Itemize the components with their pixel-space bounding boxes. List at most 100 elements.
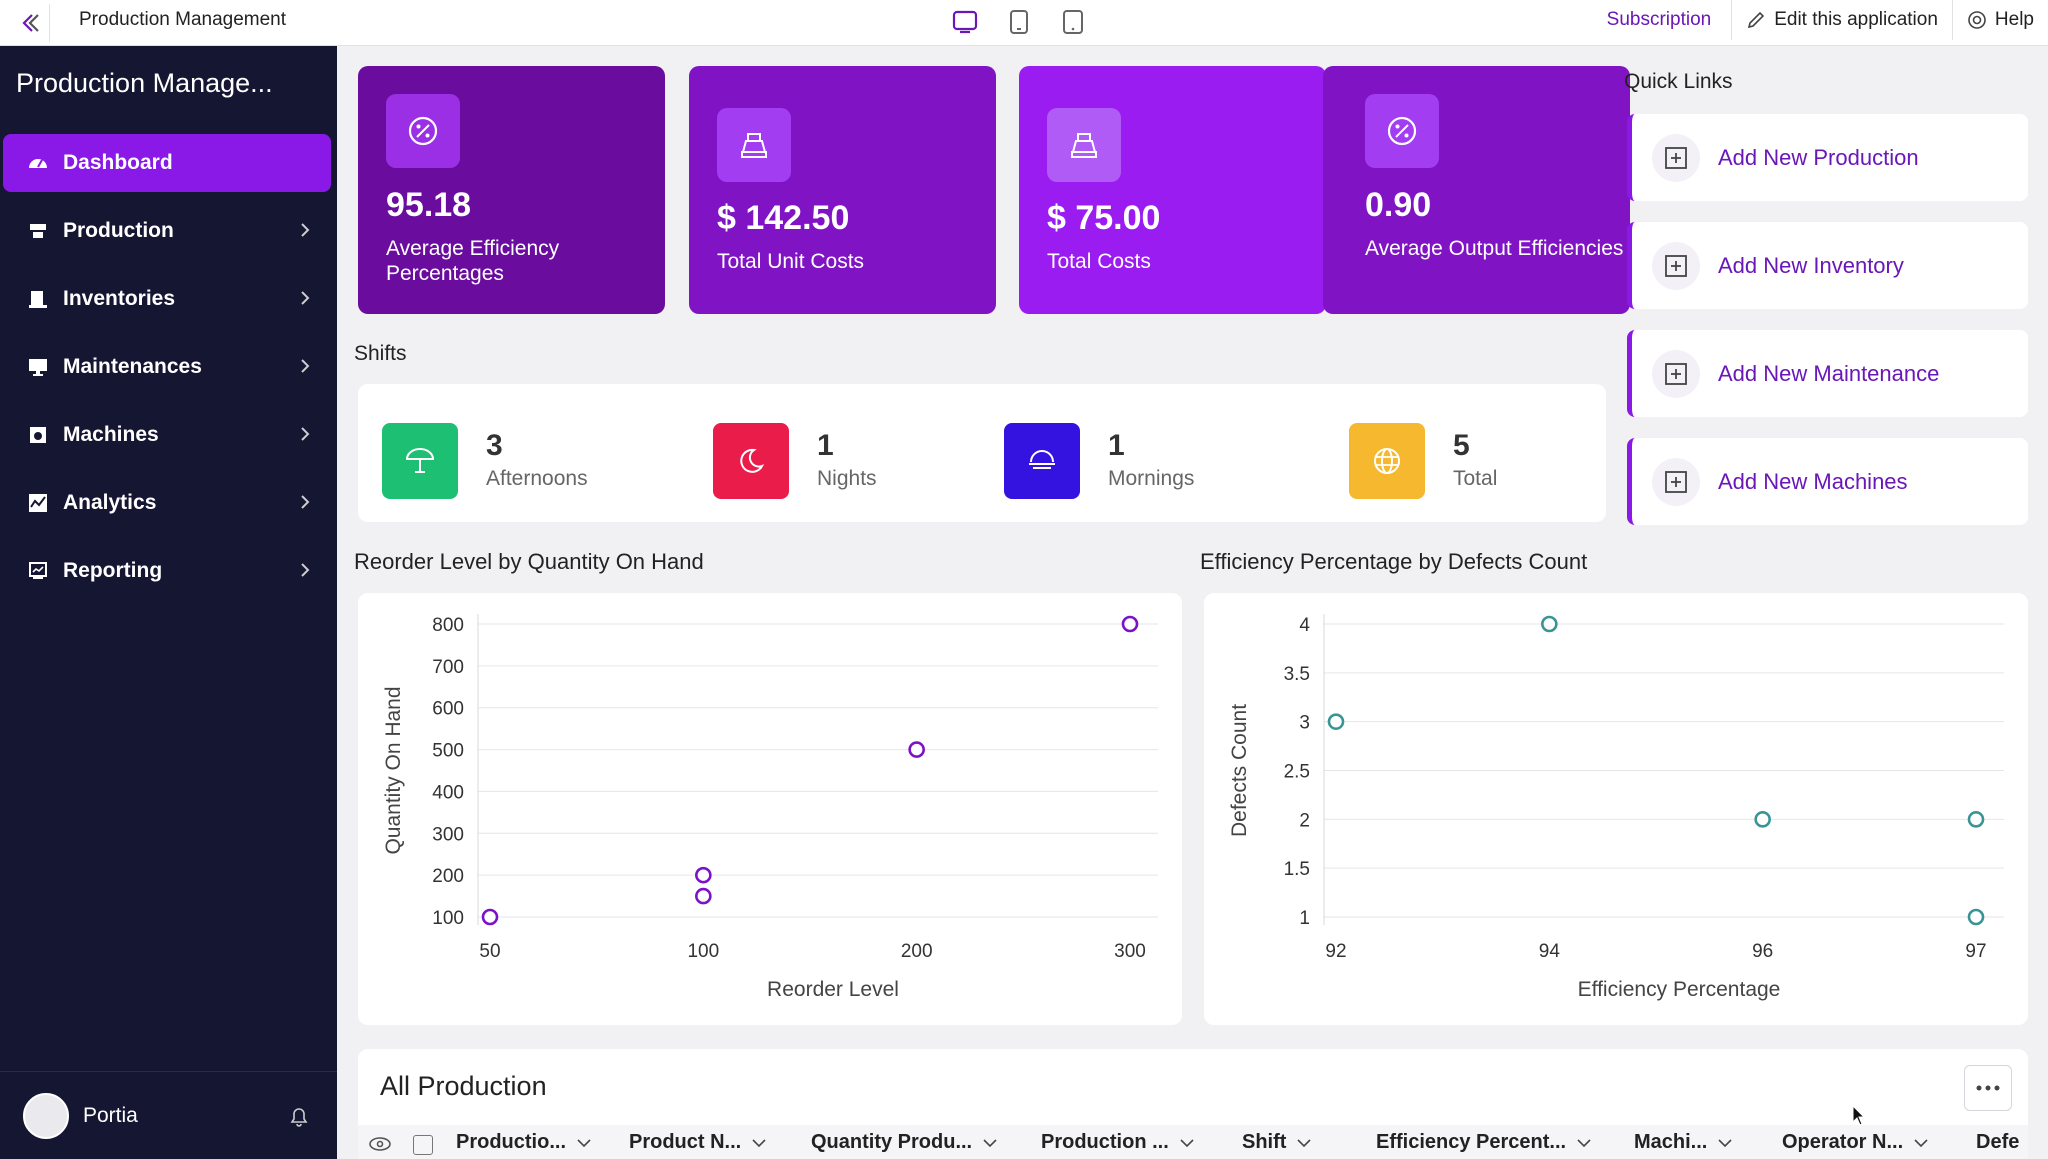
x-axis-label: Efficiency Percentage	[1578, 978, 1781, 1001]
quick-link-add-maintenance[interactable]: Add New Maintenance	[1627, 330, 2028, 417]
x-tick-label: 100	[687, 941, 719, 962]
desktop-view-button[interactable]	[950, 7, 980, 37]
column-header[interactable]: Production ...	[1041, 1131, 1195, 1154]
column-header-label: Product N...	[629, 1131, 742, 1153]
ellipsis-icon	[1976, 1085, 2000, 1091]
column-header[interactable]: Quantity Produ...	[811, 1131, 998, 1154]
chevron-right-icon	[301, 495, 310, 509]
pencil-icon	[1748, 11, 1765, 29]
shift-mornings: 1 Mornings	[1004, 423, 1194, 499]
desktop-icon	[952, 10, 978, 34]
chart-reorder-quantity: 100 200 300 400 500 600 700 800 50 100 200 300 Reord…	[358, 593, 1182, 1025]
shifts-title: Shifts	[354, 342, 407, 365]
y-tick-label: 600	[432, 699, 464, 720]
eye-icon[interactable]	[368, 1135, 392, 1153]
scatter-chart: 1 1.5 2 2.5 3 3.5 4 92 94 96 97 Efficiency Percenta…	[1228, 614, 2004, 1001]
mouse-cursor-icon	[1852, 1104, 1866, 1126]
data-point	[1327, 713, 1345, 730]
data-point	[695, 887, 712, 905]
chevron-right-icon	[301, 223, 310, 237]
more-options-button[interactable]	[1964, 1065, 2012, 1111]
back-button[interactable]	[12, 4, 50, 42]
chevron-down-icon	[1180, 1138, 1194, 1147]
subscription-link[interactable]: Subscription	[1606, 9, 1712, 30]
quick-link-add-production[interactable]: Add New Production	[1627, 114, 2028, 201]
y-tick-label: 4	[1299, 615, 1310, 636]
reporting-icon	[25, 558, 51, 584]
chevron-down-icon	[577, 1138, 591, 1147]
bell-icon[interactable]	[287, 1104, 311, 1128]
x-tick-label: 200	[901, 941, 933, 962]
chevron-right-icon	[301, 427, 310, 441]
select-all-checkbox[interactable]	[413, 1135, 433, 1155]
shift-count: 5	[1453, 429, 1470, 462]
chevron-right-icon	[301, 291, 310, 305]
edit-application-button[interactable]: Edit this application	[1731, 0, 1952, 40]
avatar	[23, 1092, 69, 1139]
stat-value: $ 75.00	[1047, 199, 1161, 237]
column-header[interactable]: Efficiency Percent...	[1376, 1131, 1592, 1154]
x-tick-label: 92	[1325, 941, 1346, 962]
help-label: Help	[1994, 9, 2034, 30]
y-tick-label: 1.5	[1284, 859, 1310, 880]
column-header[interactable]: Productio...	[456, 1131, 592, 1154]
quick-link-label: Add New Inventory	[1718, 252, 1904, 278]
sidebar-item-analytics[interactable]: Analytics	[3, 474, 331, 532]
stat-value: 95.18	[386, 186, 472, 224]
help-button[interactable]: Help	[1951, 0, 2048, 40]
shift-afternoons: 3 Afternoons	[382, 423, 588, 499]
stat-value: $ 142.50	[717, 199, 850, 237]
data-point	[695, 866, 712, 884]
y-tick-label: 100	[432, 908, 464, 929]
column-header[interactable]: Shift	[1242, 1131, 1312, 1154]
column-header-label: Defe	[1976, 1131, 2020, 1153]
top-actions: Subscription Edit this application Help	[1593, 0, 2048, 40]
y-tick-label: 300	[432, 824, 464, 845]
chevron-down-icon	[1718, 1138, 1732, 1147]
sidebar-item-reporting[interactable]: Reporting	[3, 542, 331, 600]
device-switcher	[950, 7, 1088, 37]
y-tick-label: 200	[432, 866, 464, 887]
all-production-title: All Production	[380, 1071, 547, 1101]
sidebar-item-machines[interactable]: Machines	[3, 406, 331, 464]
column-header[interactable]: Defe	[1976, 1131, 2019, 1154]
column-header[interactable]: Operator N...	[1782, 1131, 1929, 1154]
column-header-label: Machi...	[1634, 1131, 1708, 1153]
app-name: Production Management	[79, 9, 287, 30]
sidebar-item-production[interactable]: Production	[3, 202, 331, 260]
data-point	[908, 741, 925, 758]
data-point	[1754, 811, 1771, 828]
y-tick-label: 3.5	[1284, 664, 1310, 685]
chevron-down-icon	[983, 1138, 997, 1147]
chevron-down-icon	[1577, 1138, 1591, 1147]
column-header[interactable]: Machi...	[1634, 1131, 1733, 1154]
top-bar: Production Management Subscription Edit …	[0, 0, 2048, 46]
chevron-right-icon	[301, 563, 310, 577]
sidebar-item-inventories[interactable]: Inventories	[3, 270, 331, 328]
x-axis-label: Reorder Level	[767, 978, 899, 1001]
machine-icon	[25, 422, 51, 448]
quick-link-add-machines[interactable]: Add New Machines	[1627, 438, 2028, 525]
stat-label: Average Output Efficiencies	[1365, 237, 1624, 260]
column-header-label: Production ...	[1041, 1131, 1169, 1153]
shift-label: Nights	[817, 467, 877, 490]
chevron-down-icon	[1297, 1138, 1312, 1147]
shift-count: 1	[1108, 429, 1125, 462]
shift-nights: 1 Nights	[713, 423, 877, 499]
sidebar-item-dashboard[interactable]: Dashboard	[3, 134, 331, 192]
sidebar-item-maintenances[interactable]: Maintenances	[3, 338, 331, 396]
column-header[interactable]: Product N...	[629, 1131, 767, 1154]
tablet-view-button[interactable]	[1004, 7, 1034, 37]
y-tick-label: 700	[432, 657, 464, 678]
sidebar-nav: Dashboard Production Inventories Mainten…	[3, 134, 331, 610]
shift-count: 3	[486, 429, 503, 462]
quick-link-add-inventory[interactable]: Add New Inventory	[1627, 222, 2028, 309]
stat-label: Average Efficiency Percentages	[386, 237, 560, 285]
mobile-view-button[interactable]	[1058, 7, 1088, 37]
sidebar: Production Manage... Dashboard Productio…	[0, 46, 337, 1159]
quick-link-label: Add New Production	[1718, 144, 1919, 170]
chevron-down-icon	[752, 1138, 766, 1147]
user-profile[interactable]: Portia	[0, 1071, 337, 1159]
data-point	[1541, 615, 1558, 633]
y-tick-label: 1	[1299, 908, 1310, 929]
